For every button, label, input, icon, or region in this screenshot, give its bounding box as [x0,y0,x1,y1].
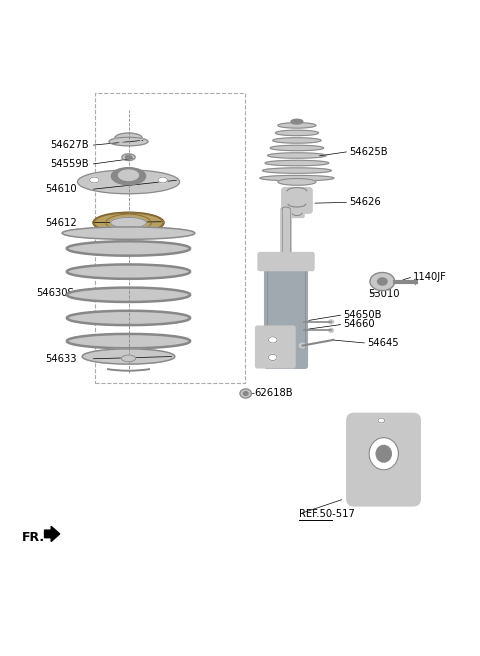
Text: 54633: 54633 [46,354,77,364]
Ellipse shape [158,177,168,183]
Text: 1140JF: 1140JF [413,272,447,282]
Ellipse shape [329,329,334,333]
Ellipse shape [378,278,387,285]
Ellipse shape [115,133,142,144]
Ellipse shape [265,160,329,166]
Text: 54626: 54626 [349,197,381,207]
Ellipse shape [67,264,190,279]
Text: 54627B: 54627B [50,140,89,150]
Ellipse shape [93,213,164,233]
FancyBboxPatch shape [256,326,295,368]
Ellipse shape [111,168,145,185]
Ellipse shape [67,287,190,302]
Text: 54630S: 54630S [36,289,74,298]
Ellipse shape [378,418,384,423]
Text: 54559B: 54559B [50,159,89,169]
Ellipse shape [77,170,180,194]
Ellipse shape [276,130,319,136]
Text: 54610: 54610 [46,184,77,194]
Ellipse shape [370,272,395,291]
Ellipse shape [121,355,136,361]
Ellipse shape [260,175,334,181]
Ellipse shape [278,178,316,185]
Ellipse shape [243,392,248,396]
Ellipse shape [67,334,190,348]
Text: 54612: 54612 [46,218,77,228]
FancyBboxPatch shape [290,208,304,217]
Ellipse shape [122,154,135,161]
Ellipse shape [67,311,190,325]
FancyBboxPatch shape [347,413,420,506]
Polygon shape [45,526,60,541]
FancyBboxPatch shape [281,209,291,262]
Text: 53010: 53010 [368,289,399,299]
FancyBboxPatch shape [370,414,392,428]
Ellipse shape [268,337,277,343]
Text: 54660: 54660 [343,319,375,329]
Ellipse shape [291,119,303,124]
Ellipse shape [90,177,99,183]
Ellipse shape [111,217,146,228]
Text: 54625B: 54625B [349,146,388,157]
Ellipse shape [268,354,277,361]
Ellipse shape [125,155,132,159]
Text: 54645: 54645 [367,338,399,348]
Text: 54650B: 54650B [343,310,382,319]
FancyBboxPatch shape [264,255,307,368]
Text: REF.50-517: REF.50-517 [300,509,355,519]
FancyBboxPatch shape [282,188,312,213]
Ellipse shape [300,343,306,348]
Ellipse shape [329,320,334,323]
Text: 62618B: 62618B [254,388,293,398]
Ellipse shape [268,153,326,158]
Ellipse shape [376,445,391,462]
Ellipse shape [263,168,331,173]
Ellipse shape [82,349,175,364]
Ellipse shape [62,227,195,239]
FancyBboxPatch shape [258,253,314,270]
Ellipse shape [119,170,138,180]
Ellipse shape [369,438,398,470]
Ellipse shape [109,137,148,146]
Text: FR.: FR. [22,531,45,544]
Ellipse shape [270,145,324,151]
Ellipse shape [278,123,316,128]
Ellipse shape [240,389,252,398]
Ellipse shape [67,241,190,256]
Ellipse shape [273,138,321,143]
